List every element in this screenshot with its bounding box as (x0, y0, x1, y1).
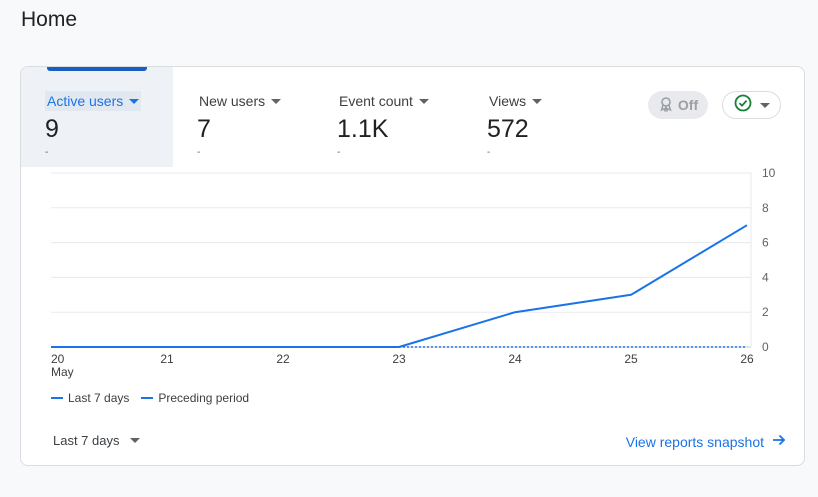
x-tick-label: 23 (392, 352, 406, 366)
caret-down-icon (532, 98, 543, 104)
metric-value: 7 (197, 115, 211, 143)
caret-down-icon (271, 98, 282, 104)
metric-value: 9 (45, 115, 59, 143)
metric-label: Event count (339, 93, 413, 109)
caret-down-icon (129, 98, 140, 104)
x-tick-label: 25 (624, 352, 638, 366)
date-range-dropdown[interactable]: Last 7 days (53, 433, 140, 448)
metric-delta: - (337, 147, 341, 158)
metric-delta: - (197, 147, 201, 158)
date-range-label: Last 7 days (53, 433, 120, 448)
y-tick-label: 6 (762, 236, 769, 250)
legend-dashed-line-swatch (141, 397, 154, 399)
x-tick-label: 20 (51, 352, 65, 366)
y-tick-label: 2 (762, 305, 769, 319)
metric-tab-views[interactable]: Views 572 - (487, 67, 607, 167)
metric-label-wrapper[interactable]: Event count (337, 91, 431, 111)
x-tick-label: 21 (160, 352, 174, 366)
legend-label: Preceding period (158, 391, 250, 405)
y-tick-label: 4 (762, 270, 769, 284)
off-label: Off (677, 97, 699, 113)
metric-label-wrapper[interactable]: New users (197, 91, 283, 111)
legend-label: Last 7 days (68, 391, 130, 405)
metric-value: 572 (487, 115, 529, 143)
metric-delta: - (45, 147, 49, 158)
x-tick-label: 22 (276, 352, 290, 366)
off-toggle-button[interactable]: Off (648, 91, 708, 119)
active-tab-indicator (47, 67, 147, 71)
data-status-button[interactable] (722, 91, 781, 119)
metric-tab-new-users[interactable]: New users 7 - (197, 67, 327, 167)
y-tick-label: 8 (762, 201, 769, 215)
caret-down-icon (759, 102, 770, 108)
legend-solid-line-swatch (51, 397, 63, 399)
metric-label: Active users (47, 93, 124, 109)
legend-item-last-7-days: Last 7 days (51, 391, 129, 405)
x-tick-sublabel: May (51, 365, 74, 379)
overview-card: Active users 9 - New users 7 - Event cou… (20, 66, 805, 466)
caret-down-icon (129, 438, 140, 443)
arrow-right-icon (772, 433, 786, 450)
metric-label: New users (199, 93, 266, 109)
chart-legend: Last 7 days Preceding period (51, 391, 249, 405)
y-tick-label: 0 (762, 340, 769, 354)
x-tick-label: 24 (508, 352, 522, 366)
x-tick-label: 26 (740, 352, 754, 366)
y-tick-label: 10 (762, 167, 776, 180)
series-line-last-7-days (51, 224, 748, 348)
ribbon-icon (658, 96, 674, 115)
metric-delta: - (487, 147, 491, 158)
metric-label-wrapper[interactable]: Views (487, 91, 544, 111)
view-reports-snapshot-link[interactable]: View reports snapshot (626, 433, 786, 450)
metric-tab-active-users[interactable]: Active users 9 - (21, 67, 173, 167)
caret-down-icon (418, 98, 429, 104)
metric-value: 1.1K (337, 115, 389, 143)
view-reports-label: View reports snapshot (625, 433, 764, 450)
metric-label: Views (489, 93, 527, 109)
metric-tab-event-count[interactable]: Event count 1.1K - (337, 67, 477, 167)
metric-label-wrapper[interactable]: Active users (45, 91, 142, 111)
page-title: Home (21, 8, 78, 31)
legend-item-preceding-period: Preceding period (141, 391, 249, 405)
check-circle-icon (734, 94, 752, 117)
